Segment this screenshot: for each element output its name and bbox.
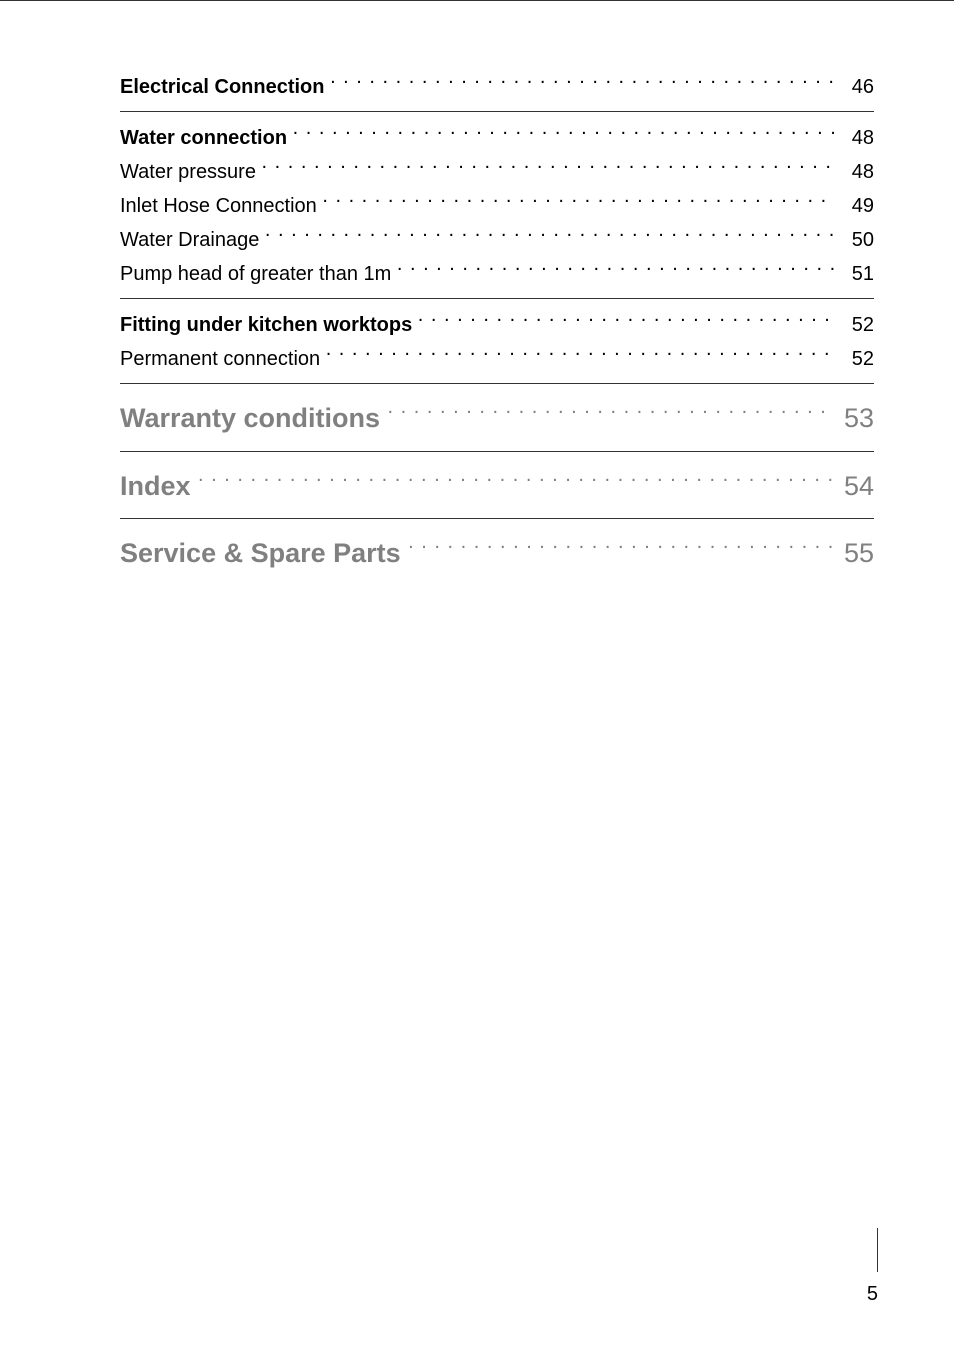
page-container: Electrical Connection 46 Water connection…: [0, 0, 954, 1352]
toc-page: 50: [834, 224, 874, 256]
toc-entry: Inlet Hose Connection 49: [120, 190, 874, 222]
toc-dots: [326, 345, 834, 365]
toc-label: Water pressure: [120, 156, 262, 188]
toc-dots: [198, 468, 834, 495]
toc-label: Warranty conditions: [120, 394, 388, 443]
section-divider: [120, 298, 874, 299]
table-of-contents: Electrical Connection 46 Water connection…: [120, 71, 874, 592]
toc-dots: [388, 400, 834, 427]
toc-dots: [265, 226, 834, 246]
toc-entry: Warranty conditions 53: [120, 394, 874, 443]
toc-entry: Water pressure 48: [120, 156, 874, 188]
toc-entry: Water Drainage 50: [120, 224, 874, 256]
footer-rule: [877, 1228, 878, 1272]
toc-dots: [408, 535, 834, 562]
toc-entry: Electrical Connection 46: [120, 71, 874, 103]
page-number: 5: [867, 1283, 878, 1306]
toc-entry: Index 54: [120, 462, 874, 511]
toc-dots: [330, 73, 834, 93]
toc-label: Service & Spare Parts: [120, 529, 408, 578]
toc-dots: [262, 158, 834, 178]
toc-label: Permanent connection: [120, 343, 326, 375]
toc-label: Pump head of greater than 1m: [120, 258, 397, 290]
toc-label: Index: [120, 462, 198, 511]
toc-page: 49: [834, 190, 874, 222]
toc-label: Inlet Hose Connection: [120, 190, 322, 222]
section-divider: [120, 451, 874, 452]
toc-page: 53: [834, 394, 874, 443]
toc-dots: [397, 260, 834, 280]
toc-page: 46: [834, 71, 874, 103]
toc-label: Fitting under kitchen worktops: [120, 309, 418, 341]
toc-page: 48: [834, 122, 874, 154]
toc-entry: Fitting under kitchen worktops 52: [120, 309, 874, 341]
toc-page: 51: [834, 258, 874, 290]
toc-label: Water connection: [120, 122, 293, 154]
section-divider: [120, 383, 874, 384]
toc-page: 55: [834, 529, 874, 578]
toc-entry: Pump head of greater than 1m 51: [120, 258, 874, 290]
toc-entry: Permanent connection 52: [120, 343, 874, 375]
toc-page: 52: [834, 343, 874, 375]
toc-dots: [418, 311, 834, 331]
toc-dots: [293, 124, 834, 144]
toc-label: Electrical Connection: [120, 71, 330, 103]
toc-page: 54: [834, 462, 874, 511]
toc-dots: [322, 192, 834, 212]
toc-page: 52: [834, 309, 874, 341]
toc-page: 48: [834, 156, 874, 188]
section-divider: [120, 518, 874, 519]
toc-entry: Service & Spare Parts 55: [120, 529, 874, 578]
toc-label: Water Drainage: [120, 224, 265, 256]
section-divider: [120, 111, 874, 112]
toc-entry: Water connection 48: [120, 122, 874, 154]
